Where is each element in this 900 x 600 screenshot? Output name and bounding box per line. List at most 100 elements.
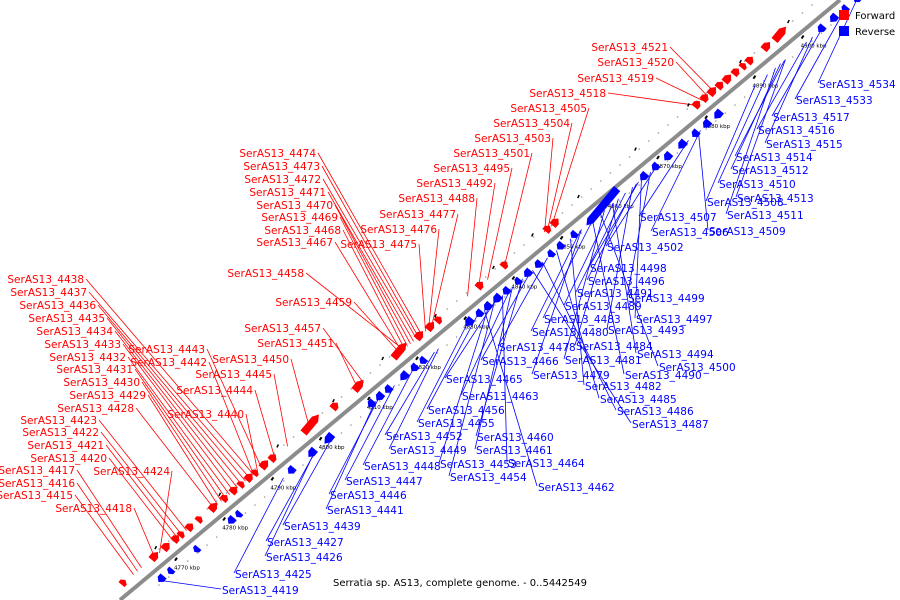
reverse-gene-arrow	[523, 267, 534, 278]
reverse-leader-line	[438, 306, 489, 464]
forward-leader-line	[76, 482, 138, 572]
forward-leader-line	[607, 92, 697, 106]
reverse-gene-label: SerAS13_4449	[390, 445, 467, 457]
forward-gene-arrow	[542, 225, 552, 234]
reverse-gene-label: SerAS13_4466	[482, 356, 559, 368]
forward-leader-line	[97, 304, 246, 482]
reverse-gene-label: SerAS13_4448	[364, 461, 441, 473]
minor-dot	[379, 364, 381, 366]
reverse-gene-arrow	[663, 150, 674, 161]
reverse-leader-line	[717, 74, 768, 184]
forward-gene-label: SerAS13_4468	[264, 225, 341, 237]
reverse-gene-label: SerAS13_4507	[640, 212, 717, 224]
forward-gene-arrow	[413, 331, 424, 342]
reverse-gene-arrow	[547, 249, 557, 258]
forward-gene-arrow	[474, 281, 484, 291]
minor-dot	[676, 152, 679, 154]
reverse-leader-line	[328, 398, 379, 495]
minor-dot	[571, 240, 573, 242]
forward-gene-arrow	[258, 460, 269, 471]
minor-dot	[398, 384, 400, 386]
reverse-leader-line	[730, 63, 781, 170]
reverse-leader-line	[606, 186, 633, 330]
reverse-gene-arrow	[829, 12, 840, 23]
minor-dot	[340, 396, 343, 398]
reverse-gene-arrow	[586, 185, 621, 226]
minor-dot	[724, 112, 727, 114]
reverse-leader-line	[563, 210, 605, 360]
reverse-leader-line	[474, 286, 513, 450]
forward-gene-arrow	[499, 261, 509, 270]
forward-gene-label: SerAS13_4444	[176, 385, 253, 397]
forward-leader-line	[85, 278, 254, 475]
forward-gene-arrow	[329, 402, 339, 412]
reverse-gene-label: SerAS13_4534	[819, 79, 896, 91]
minor-dot	[283, 444, 285, 446]
forward-leader-line	[317, 152, 422, 335]
reverse-leader-line	[325, 401, 376, 510]
forward-leader-line	[321, 165, 419, 338]
minor-dot	[753, 52, 756, 54]
minor-dot	[705, 92, 708, 94]
forward-gene-arrow	[738, 62, 747, 71]
forward-gene-label: SerAS13_4418	[55, 503, 132, 515]
forward-leader-line	[327, 191, 414, 342]
minor-dot	[580, 196, 583, 198]
forward-leader-line	[655, 77, 703, 101]
reverse-gene-arrow	[287, 465, 297, 474]
forward-gene-label: SerAS13_4521	[591, 42, 668, 54]
reverse-gene-label: SerAS13_4490	[625, 370, 702, 382]
forward-gene-label: SerAS13_4476	[360, 224, 437, 236]
minor-dot	[600, 180, 602, 182]
forward-gene-arrow	[730, 68, 740, 78]
forward-gene-label: SerAS13_4473	[243, 161, 320, 173]
reverse-gene-label: SerAS13_4479	[533, 370, 610, 382]
reverse-leader-line	[416, 325, 467, 423]
minor-dot	[667, 160, 669, 162]
major-tick	[463, 316, 468, 321]
reverse-gene-label: SerAS13_4497	[636, 314, 713, 326]
kbp-label: 4830 kbp	[463, 325, 489, 331]
reverse-gene-arrow	[235, 509, 244, 518]
forward-gene-label: SerAS13_4416	[0, 478, 75, 490]
forward-leader-line	[88, 291, 250, 479]
reverse-leader-line	[574, 198, 619, 346]
forward-gene-arrow	[351, 379, 364, 394]
feature-mark	[739, 59, 742, 64]
forward-leader-line	[544, 137, 554, 233]
forward-leader-line	[114, 330, 238, 489]
reverse-leader-line	[265, 451, 316, 542]
kbp-label: 4790 kbp	[270, 485, 296, 491]
forward-gene-label: SerAS13_4520	[597, 57, 674, 69]
kbp-label: 4820 kbp	[415, 365, 441, 371]
minor-dot	[263, 496, 266, 498]
minor-dot	[254, 504, 256, 506]
feature-mark	[332, 398, 335, 403]
reverse-gene-label: SerAS13_4513	[737, 193, 814, 205]
reverse-gene-label: SerAS13_4499	[628, 293, 705, 305]
reverse-gene-label: SerAS13_4426	[266, 552, 343, 564]
reverse-leader-line	[756, 41, 807, 130]
forward-leader-line	[334, 241, 402, 352]
reverse-gene-arrow	[465, 315, 475, 327]
minor-dot	[273, 452, 276, 454]
reverse-gene-label: SerAS13_4485	[600, 394, 677, 406]
reverse-gene-label: SerAS13_4481	[565, 355, 642, 367]
reverse-leader-line	[563, 202, 614, 306]
kbp-label: 4840 kbp	[511, 285, 537, 291]
genome-caption: Serratia sp. AS13, complete genome. - 0.…	[333, 578, 588, 589]
feature-mark	[434, 313, 437, 318]
reverse-gene-arrow	[227, 515, 237, 524]
legend-forward-swatch	[839, 10, 849, 20]
minor-dot	[494, 268, 497, 270]
forward-leader-line	[322, 327, 364, 384]
forward-gene-arrow	[250, 469, 259, 478]
minor-dot	[292, 436, 295, 438]
forward-gene-arrow	[219, 494, 229, 504]
forward-leader-line	[147, 394, 218, 505]
reverse-gene-arrow	[384, 384, 394, 393]
minor-dot	[302, 464, 304, 466]
minor-dot	[321, 412, 324, 414]
forward-gene-arrow	[176, 531, 185, 539]
